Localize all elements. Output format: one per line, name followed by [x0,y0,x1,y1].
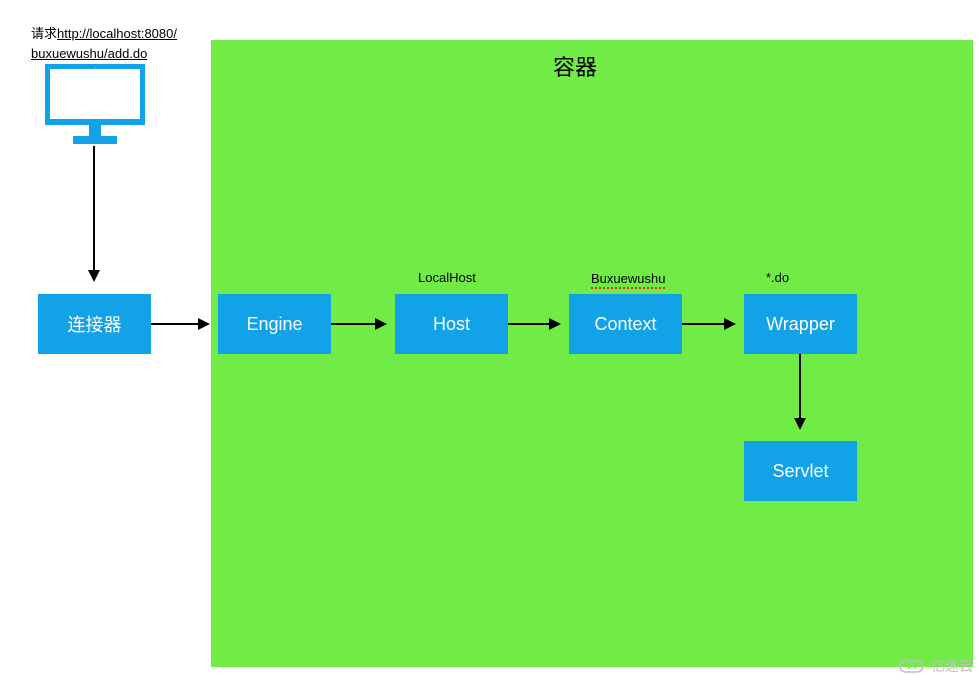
container-title: 容器 [553,50,597,82]
context-above-label: Buxuewushu [591,271,665,289]
engine-box: Engine [218,294,331,354]
client-monitor-icon [45,64,145,146]
watermark: 亿速云 [899,656,973,676]
wrapper-label: Wrapper [766,314,835,335]
request-label: 请求http://localhost:8080/ buxuewushu/add.… [31,24,177,63]
watermark-text: 亿速云 [931,656,973,676]
request-url-line2: buxuewushu/add.do [31,46,147,61]
engine-label: Engine [246,314,302,335]
connector-label: 连接器 [68,311,122,337]
servlet-box: Servlet [744,441,857,501]
host-above-label: LocalHost [418,270,476,285]
context-label: Context [594,314,656,335]
wrapper-box: Wrapper [744,294,857,354]
wrapper-above-label: *.do [766,270,789,285]
watermark-icon [899,657,925,675]
connector-box: 连接器 [38,294,151,354]
host-box: Host [395,294,508,354]
context-box: Context [569,294,682,354]
request-prefix: 请求 [31,26,57,41]
request-url-line1: http://localhost:8080/ [57,26,177,41]
host-label: Host [433,314,470,335]
servlet-label: Servlet [772,461,828,482]
diagram-canvas: 容器 请求http://localhost:8080/ buxuewushu/a… [0,0,979,680]
